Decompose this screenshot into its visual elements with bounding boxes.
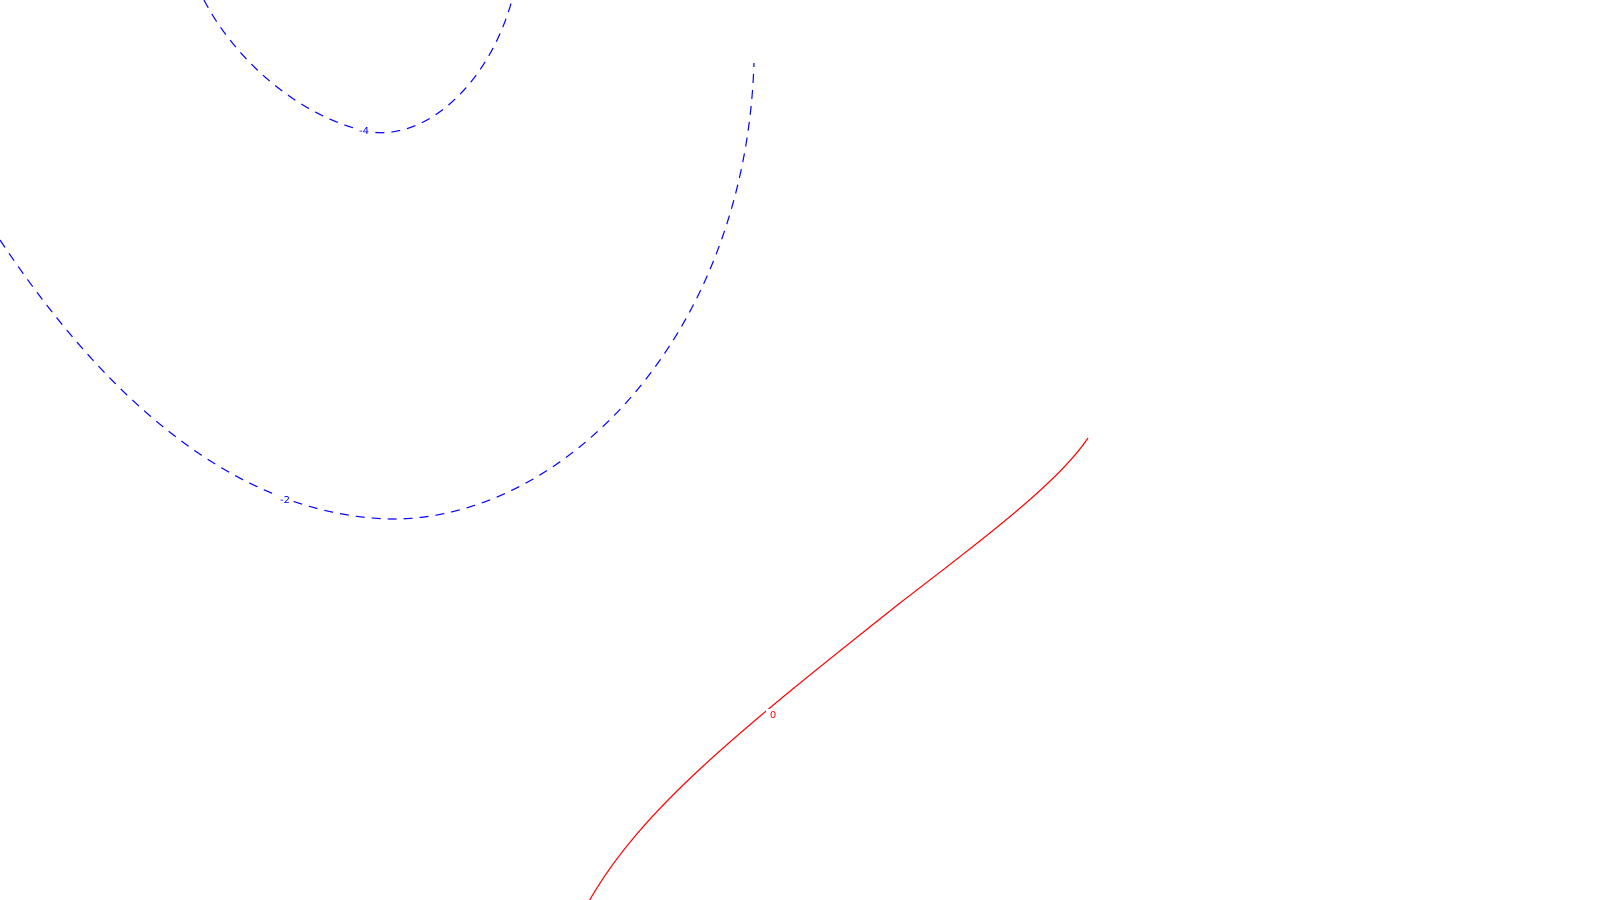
contour-label-neg2: -2 (280, 495, 290, 506)
contour-label-background-0 (766, 709, 780, 721)
contour-line-0 (589, 437, 1089, 900)
contour-line-neg2 (0, 62, 755, 520)
contour-label-0: 0 (770, 710, 776, 721)
contour-line-neg4 (203, 0, 513, 134)
contour-label-background-neg4 (357, 125, 371, 137)
contour-label-background-neg2 (278, 494, 292, 506)
contour-label-neg4: -4 (359, 126, 369, 137)
